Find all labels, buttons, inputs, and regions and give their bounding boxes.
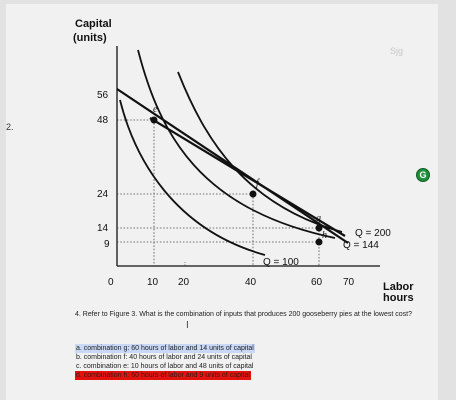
app-logo-icon[interactable]: G: [416, 168, 430, 182]
choice-a[interactable]: a. combination g: 60 hours of labor and …: [75, 344, 255, 353]
y-axis-title: Capital: [75, 18, 112, 30]
text-cursor-icon: I: [186, 320, 189, 331]
label-h: h: [322, 230, 327, 241]
label-q100: Q = 100: [263, 257, 299, 268]
faint-watermark: Sjg: [390, 46, 404, 56]
x-axis-title: Labor: [383, 281, 414, 293]
guide-lines: [117, 119, 320, 266]
y-tick-9: 9: [104, 239, 110, 250]
isocost-line-2: [149, 117, 346, 237]
y-tick-14: 14: [97, 223, 109, 234]
x-tick-20: 20: [178, 277, 190, 288]
choice-b[interactable]: b. combination f: 40 hours of labor and …: [76, 354, 252, 361]
point-g: [315, 224, 323, 232]
y-axis-units: (units): [73, 32, 107, 44]
x-tick-40: 40: [245, 277, 257, 288]
x-tick-60: 60: [311, 277, 323, 288]
choice-d[interactable]: d. combination h: 60 hours of labor and …: [75, 371, 251, 380]
side-marker: 2.: [6, 122, 14, 132]
point-h: [315, 238, 323, 246]
label-f: f: [256, 178, 260, 189]
textbook-page: 2. Sjg G: [6, 4, 438, 400]
label-e: e: [153, 104, 158, 115]
isoquant-q200: [177, 71, 343, 233]
label-q200: Q = 200: [355, 228, 391, 239]
question-text: 4. Refer to Figure 3. What is the combin…: [75, 311, 412, 318]
y-tick-48: 48: [97, 115, 109, 126]
isoquant-q100: [119, 99, 266, 256]
x-tick-70: 70: [343, 277, 355, 288]
x-axis-units: hours: [383, 292, 414, 304]
x-tick-0: 0: [108, 277, 114, 288]
label-g: g: [316, 213, 321, 224]
label-q144: Q = 144: [343, 240, 379, 251]
answer-choices: a. combination g: 60 hours of labor and …: [75, 344, 255, 380]
isoquant-q144: [137, 49, 336, 239]
y-tick-24: 24: [97, 189, 109, 200]
point-f: [249, 190, 257, 198]
choice-c[interactable]: c. combination e: 10 hours of labor and …: [76, 363, 254, 370]
isocost-line-1: [116, 88, 349, 244]
x-tick-10: 10: [147, 277, 159, 288]
y-tick-56: 56: [97, 90, 109, 101]
point-e: [150, 116, 158, 124]
